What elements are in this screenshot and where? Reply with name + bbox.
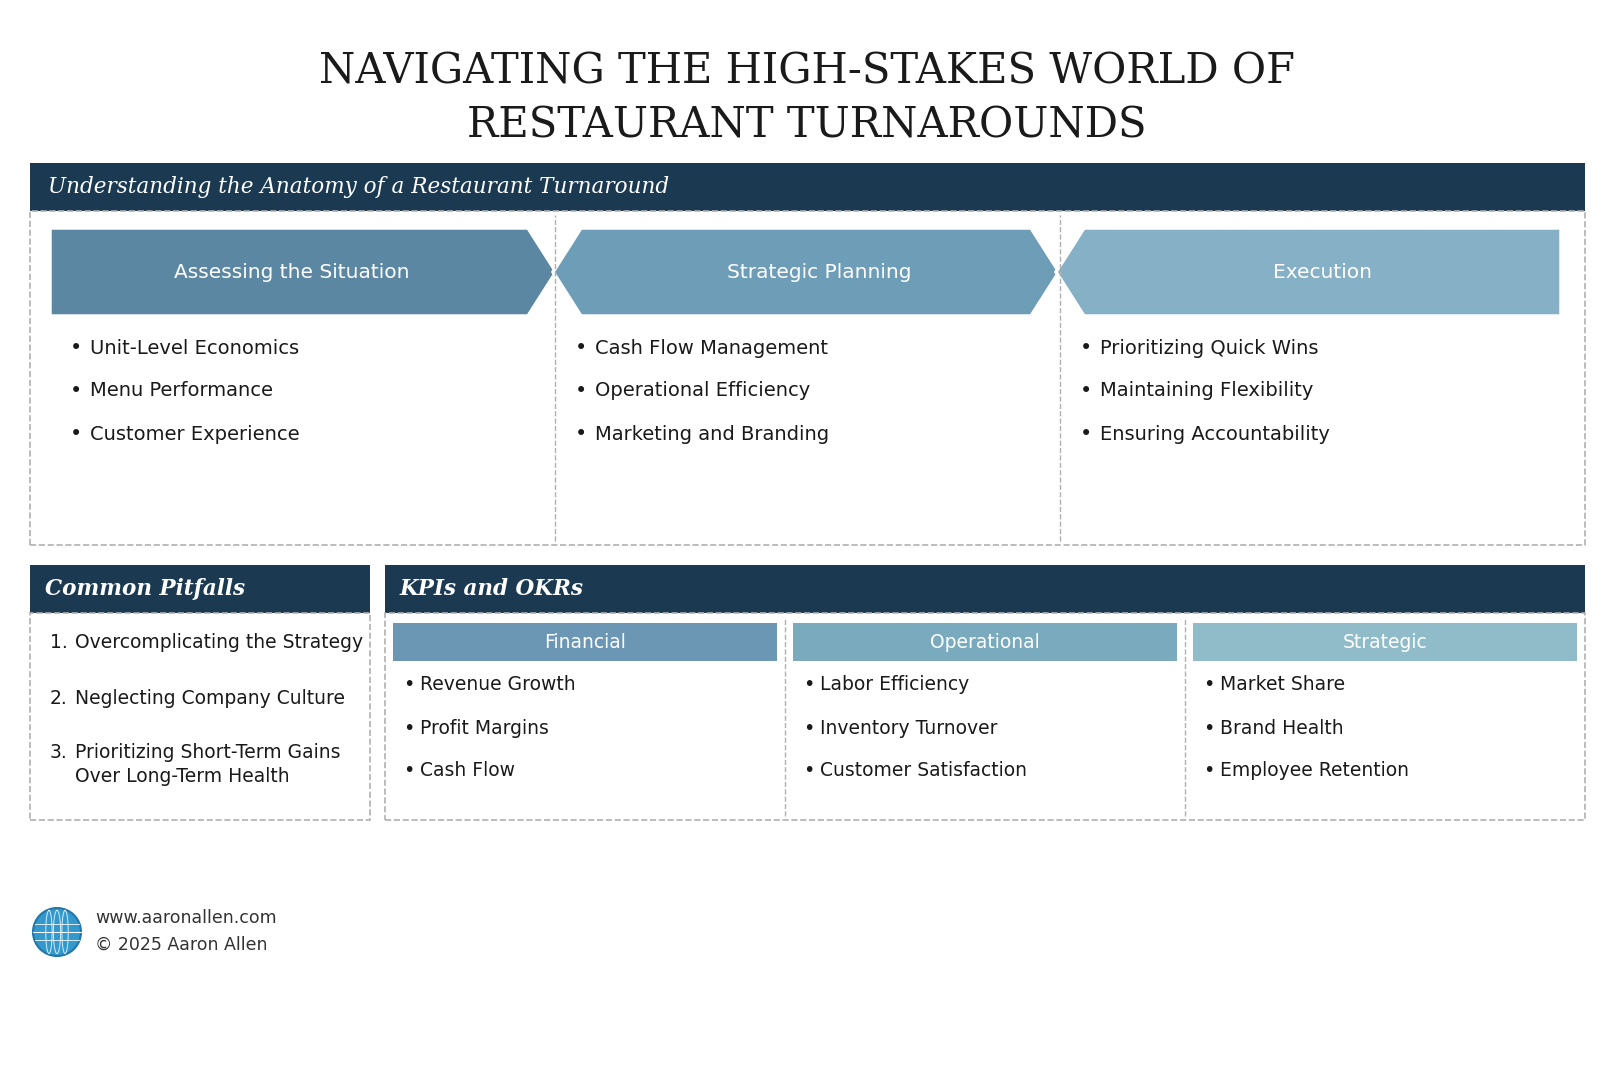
Text: Financial: Financial — [544, 632, 626, 652]
Text: NAVIGATING THE HIGH-STAKES WORLD OF: NAVIGATING THE HIGH-STAKES WORLD OF — [320, 51, 1294, 93]
Text: Revenue Growth: Revenue Growth — [420, 675, 575, 694]
Text: Employee Retention: Employee Retention — [1219, 762, 1407, 780]
Polygon shape — [50, 228, 555, 316]
Text: Assessing the Situation: Assessing the Situation — [173, 262, 408, 281]
Text: •: • — [69, 424, 82, 444]
FancyBboxPatch shape — [792, 623, 1177, 661]
Text: Neglecting Company Culture: Neglecting Company Culture — [74, 688, 345, 707]
Text: Unit-Level Economics: Unit-Level Economics — [90, 338, 299, 357]
Text: Strategic: Strategic — [1341, 632, 1427, 652]
Text: Marketing and Branding: Marketing and Branding — [594, 425, 828, 443]
Text: •: • — [404, 718, 415, 737]
Text: Ensuring Accountability: Ensuring Accountability — [1099, 425, 1328, 443]
FancyBboxPatch shape — [384, 565, 1583, 613]
Text: •: • — [1080, 338, 1091, 358]
Text: Customer Experience: Customer Experience — [90, 425, 300, 443]
Text: www.aaronallen.com: www.aaronallen.com — [95, 910, 276, 927]
FancyBboxPatch shape — [1193, 623, 1575, 661]
Text: Understanding the Anatomy of a Restaurant Turnaround: Understanding the Anatomy of a Restauran… — [48, 175, 668, 198]
Polygon shape — [1056, 228, 1561, 316]
Text: 1.: 1. — [50, 633, 68, 653]
Text: Cash Flow Management: Cash Flow Management — [594, 338, 828, 357]
Text: Prioritizing Quick Wins: Prioritizing Quick Wins — [1099, 338, 1317, 357]
Text: Overcomplicating the Strategy: Overcomplicating the Strategy — [74, 633, 363, 653]
Text: •: • — [575, 338, 587, 358]
Text: 3.: 3. — [50, 744, 68, 763]
Text: Strategic Planning: Strategic Planning — [726, 262, 912, 281]
Text: •: • — [69, 338, 82, 358]
Text: •: • — [575, 381, 587, 401]
Text: •: • — [802, 762, 813, 780]
FancyBboxPatch shape — [31, 613, 370, 820]
Text: •: • — [1202, 718, 1214, 737]
Text: •: • — [1202, 675, 1214, 694]
Text: •: • — [1080, 381, 1091, 401]
Text: •: • — [404, 675, 415, 694]
Text: •: • — [1202, 762, 1214, 780]
Text: Cash Flow: Cash Flow — [420, 762, 515, 780]
Text: Operational Efficiency: Operational Efficiency — [594, 382, 810, 400]
Text: Execution: Execution — [1272, 262, 1372, 281]
Text: •: • — [802, 718, 813, 737]
FancyBboxPatch shape — [31, 163, 1583, 211]
Text: •: • — [69, 381, 82, 401]
Text: © 2025 Aaron Allen: © 2025 Aaron Allen — [95, 936, 268, 954]
Text: •: • — [404, 762, 415, 780]
FancyBboxPatch shape — [31, 211, 1583, 545]
FancyBboxPatch shape — [31, 565, 370, 613]
Text: Maintaining Flexibility: Maintaining Flexibility — [1099, 382, 1312, 400]
Text: •: • — [1080, 424, 1091, 444]
Text: •: • — [802, 675, 813, 694]
Polygon shape — [552, 228, 1059, 316]
Circle shape — [32, 908, 81, 956]
Text: Brand Health: Brand Health — [1219, 718, 1343, 737]
Text: RESTAURANT TURNAROUNDS: RESTAURANT TURNAROUNDS — [466, 104, 1146, 146]
Text: Prioritizing Short-Term Gains: Prioritizing Short-Term Gains — [74, 744, 341, 763]
Text: Common Pitfalls: Common Pitfalls — [45, 578, 245, 600]
Text: 2.: 2. — [50, 688, 68, 707]
Text: Profit Margins: Profit Margins — [420, 718, 549, 737]
Text: Market Share: Market Share — [1219, 675, 1344, 694]
Text: Operational: Operational — [930, 632, 1039, 652]
FancyBboxPatch shape — [392, 623, 776, 661]
Text: Inventory Turnover: Inventory Turnover — [820, 718, 997, 737]
Text: Menu Performance: Menu Performance — [90, 382, 273, 400]
Text: Over Long-Term Health: Over Long-Term Health — [74, 767, 289, 786]
Text: •: • — [575, 424, 587, 444]
Text: Customer Satisfaction: Customer Satisfaction — [820, 762, 1027, 780]
FancyBboxPatch shape — [384, 613, 1583, 820]
Text: KPIs and OKRs: KPIs and OKRs — [400, 578, 584, 600]
Text: Labor Efficiency: Labor Efficiency — [820, 675, 968, 694]
